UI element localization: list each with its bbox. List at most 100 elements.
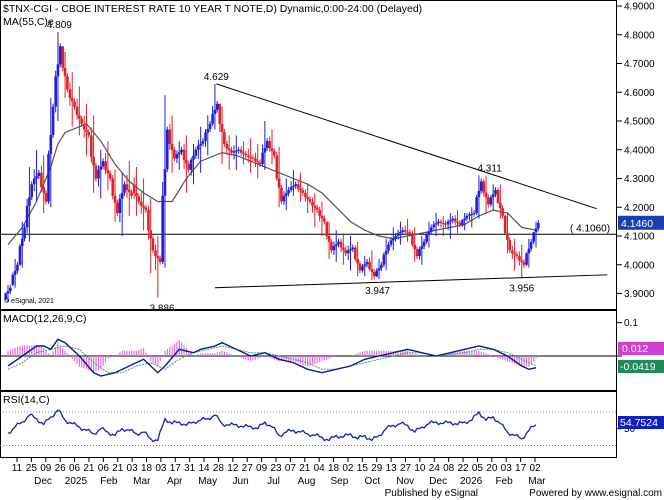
y-tick-label: 4.3000 [624, 174, 655, 185]
candle-body [506, 233, 509, 241]
candle-body [173, 149, 176, 159]
candle-body [242, 152, 245, 154]
candle-body [123, 184, 126, 193]
x-month-label: Sep [331, 476, 349, 487]
candle-body [382, 254, 386, 265]
x-day-label: 15 [357, 463, 369, 474]
candle-body [132, 184, 136, 193]
price-annotation: 3.886 [150, 304, 175, 315]
x-day-label: 03 [127, 463, 139, 474]
y-tick-label: 4.4000 [624, 145, 655, 156]
candle-body [361, 266, 364, 271]
candle-body [192, 155, 195, 160]
candle-body [211, 113, 214, 124]
candle-body [54, 76, 57, 107]
candle-body [420, 246, 424, 249]
candle-body [149, 230, 153, 239]
candle-body [220, 123, 224, 132]
candle-body [356, 259, 359, 264]
y-tick-label: 4.2000 [624, 203, 655, 214]
candle-body [127, 190, 131, 193]
candle-body [418, 248, 421, 257]
price-annotation: 4.809 [47, 20, 72, 31]
candle-body [372, 271, 376, 277]
candle-body [322, 218, 326, 222]
candle-body [206, 129, 210, 133]
candle-body [239, 149, 243, 153]
x-day-label: 03 [501, 463, 513, 474]
candle-body [292, 185, 295, 188]
candle-body [61, 46, 65, 68]
candle-body [8, 287, 12, 292]
candle-body [187, 163, 190, 170]
x-month-label: 2025 [65, 476, 88, 487]
candle-body [189, 159, 193, 170]
candle-body [218, 103, 222, 124]
candle-body [503, 215, 507, 234]
x-month-label: Feb [495, 476, 513, 487]
candle-body [90, 135, 93, 157]
candle-body [51, 106, 55, 136]
candle-body [468, 214, 471, 216]
macd-value-tag [618, 342, 664, 355]
candle-body [408, 232, 412, 234]
candle-body [247, 155, 250, 157]
candle-body [104, 161, 107, 170]
candle-body [94, 165, 98, 179]
candle-body [479, 181, 483, 191]
candle-body [365, 261, 369, 265]
candle-body [289, 187, 293, 190]
candle-body [463, 218, 466, 221]
y-tick-label: 4.5000 [624, 117, 655, 128]
candle-body [415, 249, 419, 257]
candle-body [137, 196, 141, 202]
candle-body [272, 151, 276, 156]
candle-body [263, 148, 267, 153]
rsi-value: 54.7524 [620, 417, 658, 429]
candle-body [161, 195, 164, 262]
last-price-value: 4.1460 [621, 218, 653, 230]
x-day-label: 05 [472, 463, 484, 474]
candle-body [422, 241, 426, 247]
candle-body [508, 240, 512, 251]
rsi-pane [0, 391, 617, 458]
candle-body [287, 190, 290, 194]
candle-body [113, 195, 117, 203]
x-day-label: 21 [299, 463, 311, 474]
rsi-line [7, 409, 537, 443]
price-annotation: 4.629 [204, 72, 229, 83]
candle-body [4, 293, 8, 300]
candle-body [6, 291, 10, 294]
candle-body [261, 152, 264, 165]
candle-body [313, 205, 317, 208]
x-month-label: Mar [133, 476, 151, 487]
candle-body [434, 223, 438, 225]
trendlines [214, 83, 608, 289]
x-month-label: Feb [100, 476, 118, 487]
candle-body [265, 141, 269, 149]
footer-powered: Powered by www.esignal.com [529, 488, 662, 499]
rsi-title: RSI(14,C) [3, 394, 50, 406]
candle-body [270, 148, 274, 152]
candle-body [384, 250, 388, 255]
candle-body [232, 151, 236, 153]
candle-body [268, 141, 272, 149]
candle-body [368, 261, 371, 270]
candle-body [144, 207, 148, 211]
candle-body [425, 234, 428, 242]
candle-body [358, 263, 362, 271]
candle-body [147, 210, 150, 231]
candle-body [449, 220, 452, 222]
candle-body [536, 222, 540, 229]
signal-value: -0.0419 [620, 361, 656, 373]
candle-body [108, 173, 112, 179]
candle-body [320, 215, 324, 219]
candle-body [97, 169, 100, 179]
candle-body [158, 258, 162, 262]
y-tick-label: 4.7000 [624, 59, 655, 70]
trendline-resistance [216, 83, 597, 210]
candle-body [458, 222, 462, 225]
chart-title: $TNX-CGI - CBOE INTEREST RATE 10 YEAR T … [3, 3, 422, 15]
x-month-label: Aug [298, 476, 316, 487]
x-day-label: 09 [256, 463, 268, 474]
